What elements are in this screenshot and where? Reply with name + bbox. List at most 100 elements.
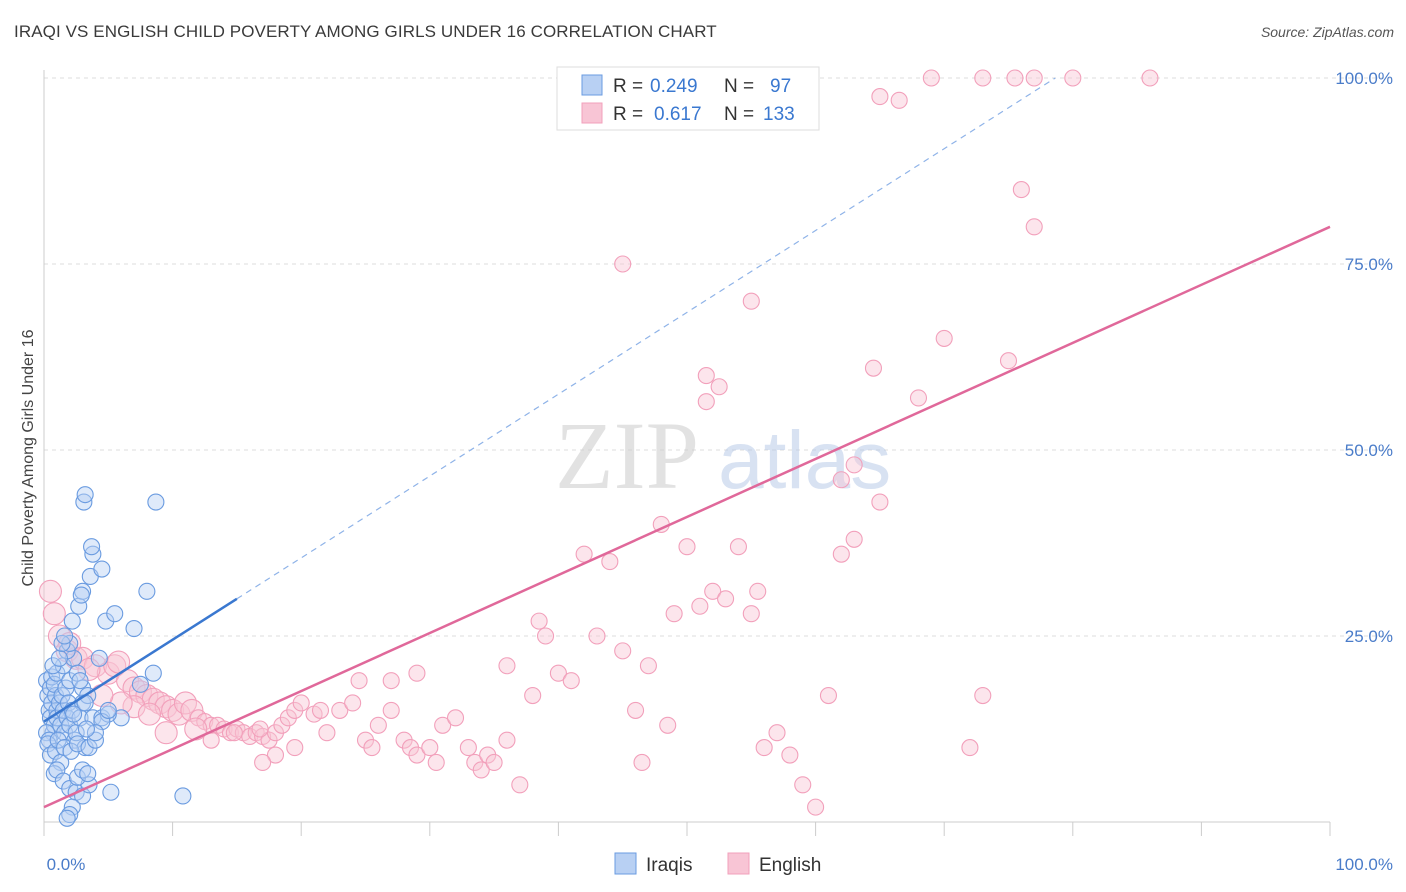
bottom-legend-swatch-english <box>727 852 750 875</box>
iraqi-point-49 <box>90 649 108 667</box>
english-point-38 <box>318 724 336 742</box>
y-tick-label-3: 100.0% <box>1335 69 1393 88</box>
tick-labels: 25.0% 50.0% 75.0% 100.0% 0.0% 100.0% <box>47 69 1393 874</box>
english-point-36 <box>292 694 310 712</box>
english-point-54 <box>472 761 490 779</box>
series-legend: Iraqis English <box>614 852 821 876</box>
watermark: ZIP atlas <box>555 402 891 509</box>
y-axis-label: Child Poverty Among Girls Under 16 <box>20 329 37 586</box>
english-point-124 <box>251 720 269 738</box>
english-point-105 <box>498 657 516 675</box>
iraqi-point-61 <box>106 605 124 623</box>
iraqis-regression-line <box>43 597 238 723</box>
english-point-86 <box>819 686 838 705</box>
english-point-111 <box>266 746 285 764</box>
english-point-90 <box>909 389 928 407</box>
english-point-49 <box>427 753 445 772</box>
iraqi-point-89 <box>99 701 117 719</box>
iraqi-point-96 <box>65 705 83 723</box>
stats-legend: R = 0.249 N = 97 R = 0.617 N = 133 <box>556 66 820 131</box>
watermark-zip: ZIP <box>555 402 699 509</box>
english-point-51 <box>446 709 465 727</box>
chart-source: Source: ZipAtlas.com <box>1260 24 1394 40</box>
english-point-77 <box>717 590 735 608</box>
iraqi-point-66 <box>112 709 130 727</box>
iraqi-point-85 <box>79 765 97 783</box>
english-point-44 <box>382 701 400 719</box>
english-point-19 <box>180 698 204 722</box>
iraqi-point-88 <box>86 724 104 742</box>
english-point-80 <box>749 582 767 600</box>
english-point-82 <box>768 724 786 742</box>
gridlines <box>44 77 1392 637</box>
english-point-93 <box>974 686 992 705</box>
english-point-61 <box>536 627 555 645</box>
english-point-96 <box>1025 218 1043 236</box>
english-point-118 <box>77 657 101 682</box>
english-point-100 <box>697 367 715 385</box>
english-point-91 <box>935 329 953 347</box>
english-point-106 <box>408 664 426 682</box>
iraqi-point-87 <box>174 787 192 805</box>
english-point-56 <box>485 753 503 772</box>
iraqi-point-58 <box>83 538 101 556</box>
english-point-102 <box>614 255 632 273</box>
english-point-57 <box>498 731 516 749</box>
iraqi-point-65 <box>131 675 149 693</box>
english-point-16 <box>161 698 185 722</box>
iraqi-point-52 <box>63 612 81 630</box>
iraqi-point-86 <box>102 783 120 801</box>
english-point-78 <box>729 538 747 556</box>
legend-n-label-iraqis: N = <box>724 76 754 97</box>
english-point-60 <box>530 612 548 630</box>
english-point-88 <box>845 530 863 548</box>
english-point-127 <box>922 69 940 87</box>
english-point-125 <box>890 91 908 109</box>
legend-r-label-iraqis: R = <box>613 76 643 97</box>
legend-r-value-iraqis: 0.249 <box>650 76 698 97</box>
iraqis-regression-extension <box>236 77 1056 600</box>
english-point-69 <box>633 753 651 772</box>
english-point-59 <box>524 686 542 705</box>
english-point-50 <box>434 716 452 734</box>
iraqi-point-95 <box>77 720 95 738</box>
english-point-108 <box>350 672 368 690</box>
legend-n-value-english: 133 <box>763 104 795 125</box>
english-point-131 <box>1064 69 1082 87</box>
english-point-70 <box>639 657 657 675</box>
english-point-81 <box>755 739 773 757</box>
english-point-129 <box>1006 69 1024 87</box>
iraqi-point-64 <box>144 664 162 682</box>
english-point-5 <box>71 646 95 670</box>
english-point-98 <box>697 393 715 411</box>
x-tick-label-1: 100.0% <box>1335 855 1393 874</box>
english-point-132 <box>1141 69 1159 87</box>
english-point-92 <box>961 739 979 757</box>
english-point-65 <box>588 627 606 645</box>
english-point-76 <box>704 582 722 600</box>
iraqi-point-32 <box>47 742 65 760</box>
english-point-72 <box>659 716 677 734</box>
y-tick-label-1: 50.0% <box>1345 441 1393 460</box>
legend-n-label-english: N = <box>724 104 754 125</box>
iraqi-point-39 <box>86 731 104 749</box>
english-point-11 <box>128 680 152 704</box>
iraqi-point-94 <box>71 672 89 690</box>
iraqi-point-93 <box>56 627 74 645</box>
english-point-97 <box>864 359 883 377</box>
english-point-109 <box>311 701 330 719</box>
english-point-48 <box>421 739 439 757</box>
english-point-42 <box>363 739 381 757</box>
english-point-112 <box>254 753 272 772</box>
english-point-122 <box>184 717 208 741</box>
english-point-0 <box>38 579 62 603</box>
english-point-63 <box>562 672 580 690</box>
bottom-legend-label-iraqis: Iraqis <box>646 855 692 876</box>
english-point-110 <box>286 739 304 757</box>
english-point-40 <box>344 694 362 712</box>
english-point-74 <box>678 538 696 556</box>
english-point-47 <box>408 746 426 764</box>
english-point-121 <box>137 702 162 726</box>
english-point-79 <box>742 605 760 623</box>
